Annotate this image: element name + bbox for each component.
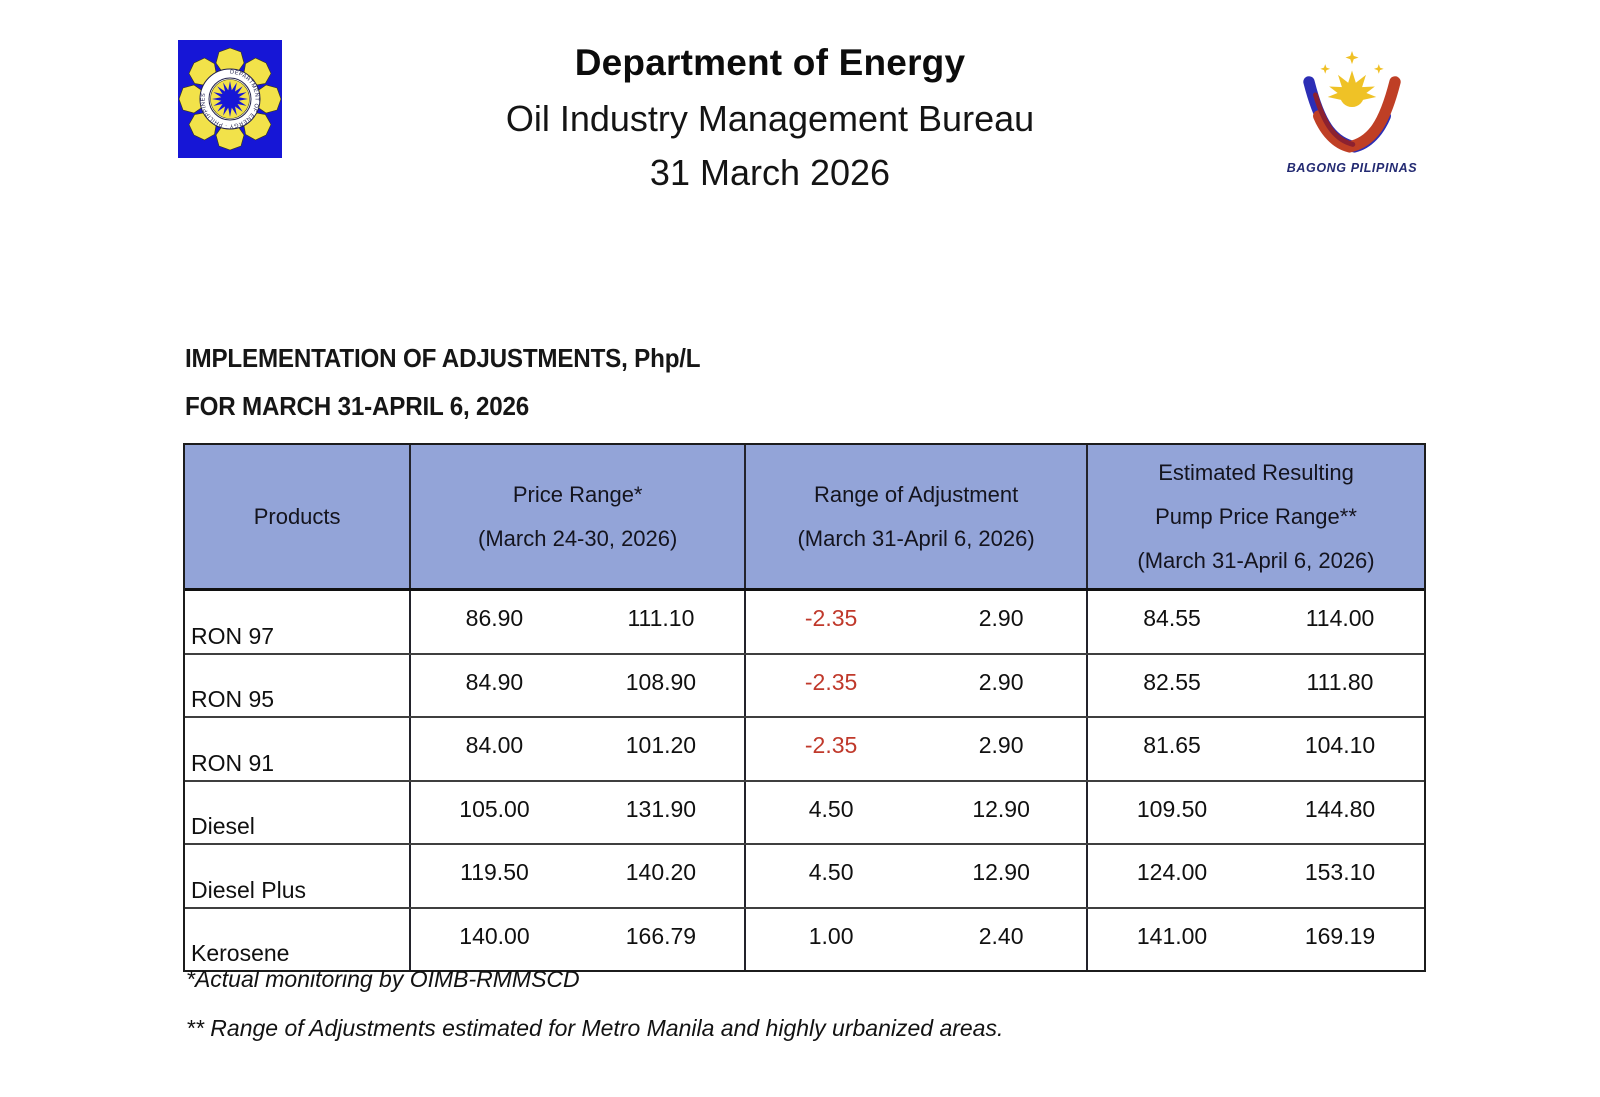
section-heading-line2: FOR MARCH 31-APRIL 6, 2026	[185, 391, 530, 421]
pump-max-value: 111.80	[1306, 668, 1374, 695]
adjustment-min-value: 1.00	[808, 922, 854, 949]
product-name: RON 95	[191, 686, 275, 712]
pump-min-value: 84.55	[1143, 605, 1201, 632]
adjustment-range-cell: 4.50 12.90	[746, 845, 1089, 907]
adjustment-max-value: 2.90	[978, 732, 1024, 759]
adjustment-min-value: -2.35	[804, 605, 858, 632]
adjustment-range-cell: -2.35 2.90	[746, 591, 1089, 653]
bagong-pilipinas-caption: BAGONG PILIPINAS	[1286, 161, 1418, 175]
bagong-pilipinas-logo: BAGONG PILIPINAS	[1283, 46, 1421, 175]
page-subtitle: Oil Industry Management Bureau	[505, 98, 1035, 139]
price-range-cell: 86.90 111.10	[411, 591, 747, 653]
table-row: Diesel 105.00 131.90 4.50 12.90 109.50 144.80	[185, 781, 1424, 845]
adjustment-min-value: 4.50	[808, 859, 854, 886]
pump-price-range-cell: 124.00 153.10	[1088, 845, 1424, 907]
price-max-value: 108.90	[625, 668, 697, 695]
column-header-products: Products	[185, 445, 412, 588]
price-range-cell: 84.00 101.20	[411, 718, 747, 780]
adjustment-range-cell: 1.00 2.40	[746, 908, 1089, 970]
pump-min-value: 82.55	[1143, 668, 1201, 695]
adjustment-max-value: 12.90	[972, 859, 1030, 886]
column-header-pump-price-range: Estimated Resulting Pump Price Range** (…	[1137, 459, 1375, 573]
page-date: 31 March 2026	[649, 152, 891, 193]
product-cell: Diesel Plus	[185, 845, 412, 907]
adjustments-table: Products Price Range* (March 24-30, 2026…	[183, 443, 1426, 972]
pump-max-value: 114.00	[1305, 605, 1375, 632]
pump-max-value: 153.10	[1304, 859, 1376, 886]
table-header-row: Products Price Range* (March 24-30, 2026…	[185, 445, 1424, 591]
pump-price-range-cell: 109.50 144.80	[1088, 782, 1424, 844]
table-body: RON 97 86.90 111.10 -2.35 2.90 84.55 114.00 RON…	[185, 591, 1424, 970]
adjustment-min-value: -2.35	[804, 732, 858, 759]
pump-min-value: 124.00	[1136, 859, 1208, 886]
product-name: Diesel Plus	[191, 876, 307, 903]
table-row: RON 97 86.90 111.10 -2.35 2.90 84.55 114.00	[185, 591, 1424, 655]
price-range-cell: 119.50 140.20	[411, 845, 747, 907]
footnote-actual-monitoring: *Actual monitoring by OIMB-RMMSCD	[186, 966, 580, 992]
pump-price-range-cell: 81.65 104.10	[1088, 718, 1424, 780]
product-name: RON 97	[191, 622, 275, 649]
price-range-cell: 84.90 108.90	[411, 654, 747, 716]
price-max-value: 131.90	[625, 795, 697, 822]
pump-max-value: 169.19	[1304, 922, 1376, 949]
product-name: Diesel	[191, 813, 255, 839]
product-cell: RON 97	[185, 591, 412, 653]
price-max-value: 166.79	[625, 922, 697, 949]
section-heading: IMPLEMENTATION OF ADJUSTMENTS, Php/L FOR…	[185, 343, 701, 422]
product-cell: Kerosene	[185, 908, 412, 970]
section-heading-line1: IMPLEMENTATION OF ADJUSTMENTS, Php/L	[185, 343, 701, 373]
adjustment-min-value: -2.35	[804, 668, 858, 695]
adjustment-max-value: 12.90	[972, 795, 1030, 822]
pump-price-range-cell: 141.00 169.19	[1088, 909, 1424, 971]
price-min-value: 119.50	[460, 859, 529, 886]
price-max-value: 140.20	[625, 859, 697, 886]
adjustment-range-cell: -2.35 2.90	[746, 654, 1089, 716]
price-min-value: 84.90	[465, 668, 524, 695]
product-name: RON 91	[191, 749, 275, 776]
page-title: Department of Energy	[574, 42, 966, 83]
pump-max-value: 104.10	[1304, 732, 1376, 759]
price-min-value: 86.90	[465, 605, 524, 632]
price-max-value: 101.20	[625, 732, 697, 759]
bagong-pilipinas-icon	[1303, 51, 1401, 153]
price-range-cell: 140.00 166.79	[411, 908, 747, 970]
price-min-value: 105.00	[459, 795, 530, 822]
table-row: RON 95 84.90 108.90 -2.35 2.90 82.55 111.80	[185, 654, 1424, 718]
adjustment-min-value: 4.50	[808, 795, 854, 822]
adjustment-max-value: 2.90	[978, 605, 1024, 632]
price-range-cell: 105.00 131.90	[411, 781, 747, 843]
column-header-price-range: Price Range* (March 24-30, 2026)	[411, 445, 747, 588]
pump-price-range-cell: 82.55 111.80	[1088, 655, 1424, 717]
table-row: Kerosene 140.00 166.79 1.00 2.40 141.00 169.19	[185, 908, 1424, 971]
price-max-value: 111.10	[627, 605, 695, 632]
product-cell: RON 95	[185, 654, 412, 716]
pump-max-value: 144.80	[1304, 795, 1376, 822]
pump-min-value: 109.50	[1136, 795, 1208, 822]
product-cell: Diesel	[185, 781, 412, 843]
table-row: Diesel Plus 119.50 140.20 4.50 12.90 124.00 15…	[185, 845, 1424, 909]
doe-seal-logo: DEPARTMENT OF ENERGY · PHILIPPINES	[178, 40, 282, 158]
adjustment-range-cell: -2.35 2.90	[746, 718, 1089, 780]
price-min-value: 84.00	[465, 732, 524, 759]
doe-seal-icon: DEPARTMENT OF ENERGY · PHILIPPINES	[178, 40, 282, 158]
pump-min-value: 141.00	[1136, 922, 1208, 949]
footnote-adjustment-scope: ** Range of Adjustments estimated for Me…	[186, 1015, 1004, 1041]
product-name: Kerosene	[191, 940, 290, 966]
document-header: Department of Energy Oil Industry Manage…	[140, 42, 1400, 194]
adjustment-max-value: 2.90	[978, 668, 1024, 695]
table-row: RON 91 84.00 101.20 -2.35 2.90 81.65 104.10	[185, 718, 1424, 782]
adjustment-range-cell: 4.50 12.90	[746, 781, 1089, 843]
adjustment-max-value: 2.40	[978, 922, 1024, 949]
pump-min-value: 81.65	[1143, 732, 1201, 759]
price-min-value: 140.00	[459, 922, 530, 949]
pump-price-range-cell: 84.55 114.00	[1088, 591, 1424, 653]
column-header-adjustment-range: Range of Adjustment (March 31-April 6, 2…	[746, 445, 1089, 588]
product-cell: RON 91	[185, 718, 412, 780]
